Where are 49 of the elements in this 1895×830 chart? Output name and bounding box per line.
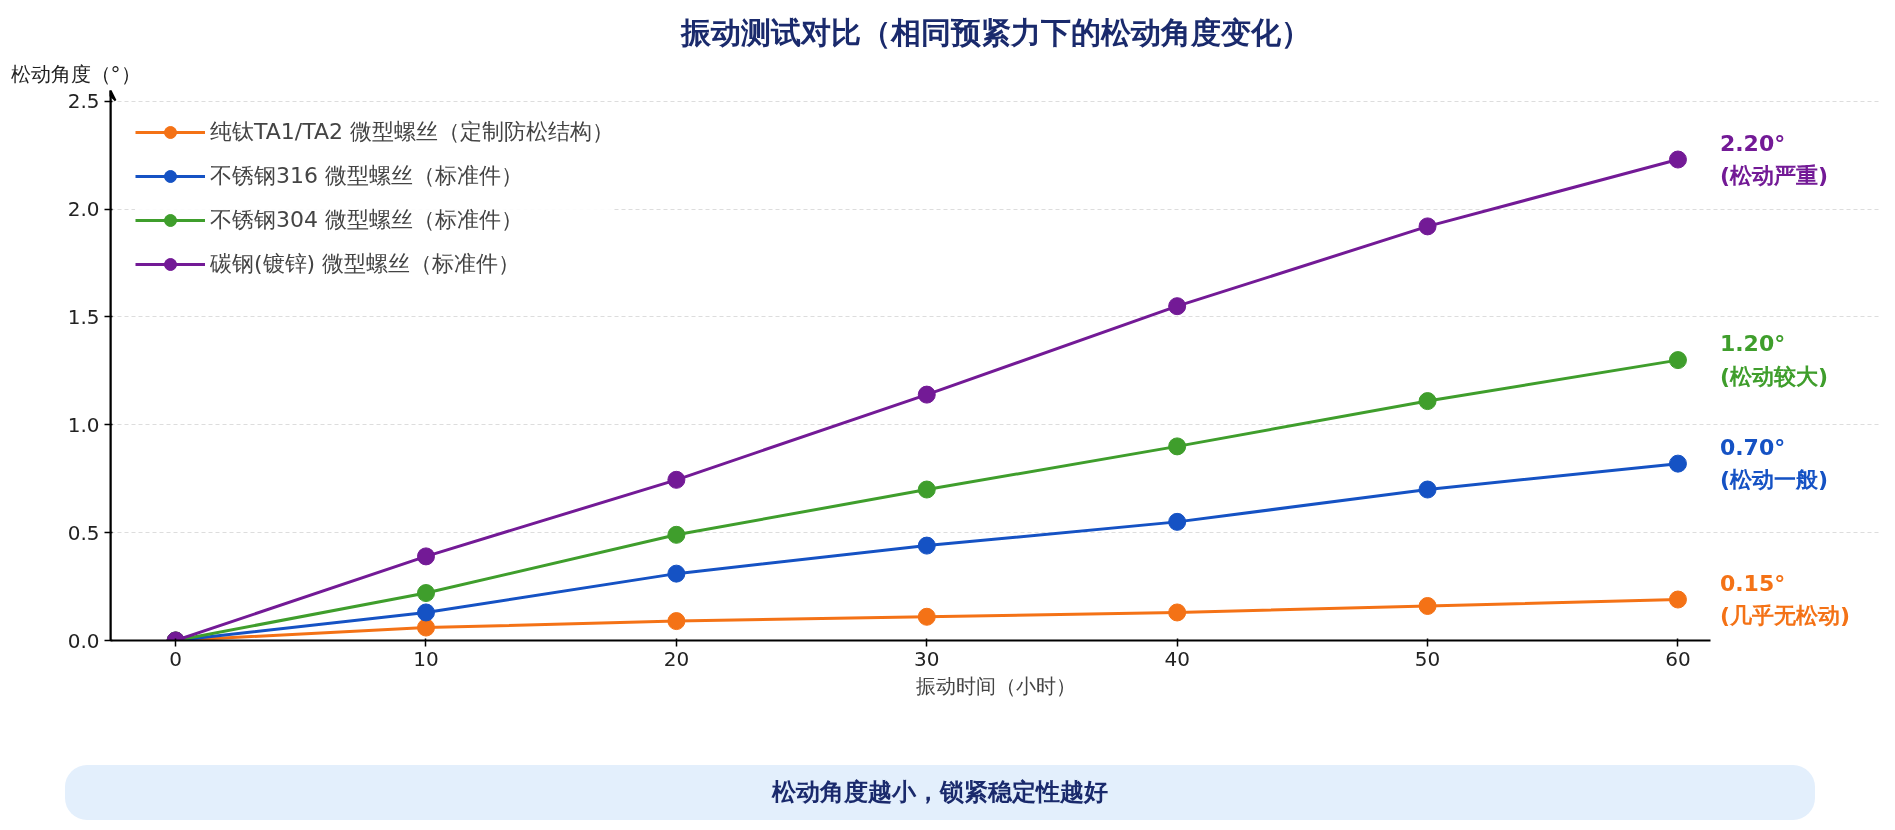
point [416,618,435,637]
point [667,470,686,489]
point [1168,512,1187,531]
x-tick-label: 0 [169,646,182,671]
text: 0.70° (松动一般) [1719,434,1829,493]
point [1418,217,1437,236]
text: 1.20° (松动较大) [1719,331,1829,389]
x-tick-label: 20 [663,646,690,671]
point [917,536,936,555]
legend-label: 纯钛TA1/TA2 微型螺丝（定制防松结构） [210,118,614,146]
point [416,584,435,603]
point [917,607,936,626]
y-tick-label: 1.0 [67,412,100,437]
y-tick-label: 0.5 [67,520,100,545]
point [917,480,936,499]
x-axis-title: 振动时间（小时） [915,673,1076,698]
y-tick-label: 1.5 [67,304,100,329]
text: 0.15° (几乎无松动) [1719,570,1851,629]
y-axis-title: 松动角度（°） [10,61,141,86]
legend-label: 不锈钢304 微型螺丝（标准件） [210,206,523,234]
y-tick-label: 2.5 [67,89,100,114]
point [1668,454,1687,473]
legend-label: 碳钢(镀锌) 微型螺丝（标准件） [210,250,521,278]
x-tick-label: 40 [1164,646,1190,671]
x-tick-label: 60 [1665,646,1691,671]
y-tick-label: 0.0 [67,628,100,653]
point [1418,480,1437,499]
point [1668,150,1687,169]
point [667,612,686,631]
text: 2.20° (松动严重) [1719,130,1829,189]
x-tick-label: 10 [413,646,439,671]
point [917,385,936,404]
point [1668,590,1687,609]
point [1418,392,1437,411]
legend-label: 不锈钢316 微型螺丝（标准件） [210,162,523,190]
point [1168,603,1187,622]
point [667,525,686,544]
point [416,603,435,622]
chart-title: 振动测试对比（相同预紧力下的松动角度变化） [679,14,1311,50]
y-tick-label: 2.0 [67,197,100,222]
point [667,564,686,583]
point [1668,351,1687,370]
text: 松动角度越小，锁紧稳定性越好 [772,777,1108,808]
point [416,547,435,566]
x-tick-label: 50 [1414,646,1441,671]
point [1418,597,1437,615]
x-tick-label: 30 [914,646,940,671]
point [1168,437,1187,456]
point [1168,297,1187,316]
